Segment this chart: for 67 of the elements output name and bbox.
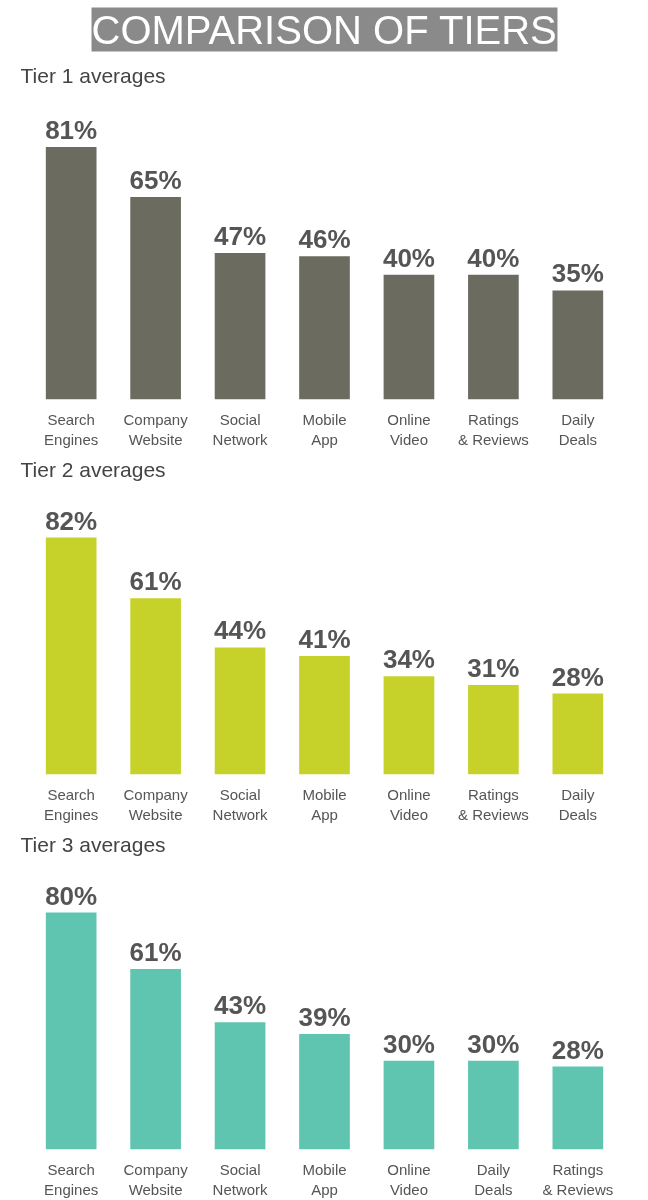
x-tick-label: Mobile App <box>302 410 347 448</box>
data-label: 61% <box>129 566 182 597</box>
bar <box>383 274 435 400</box>
x-tick-label: Mobile App <box>302 785 347 823</box>
data-label: 44% <box>214 615 267 646</box>
x-tick-label: Online Video <box>387 1160 431 1198</box>
bar <box>45 537 97 775</box>
bar <box>214 1022 266 1150</box>
data-label: 40% <box>382 242 435 273</box>
data-label: 41% <box>298 624 351 655</box>
bar <box>468 274 519 400</box>
chart-title: Tier 2 averages <box>20 457 166 481</box>
data-label: 80% <box>45 880 98 911</box>
data-label: 82% <box>45 505 98 536</box>
bar <box>130 598 181 775</box>
bar <box>299 256 350 400</box>
bar <box>130 968 181 1150</box>
bar <box>45 147 97 400</box>
bar <box>130 196 181 400</box>
bar <box>552 290 604 400</box>
data-label: 61% <box>129 936 182 967</box>
x-tick-label: Online Video <box>387 410 431 448</box>
data-label: 30% <box>382 1028 435 1059</box>
x-tick-label: Search Engines <box>44 410 99 448</box>
x-tick-label: Mobile App <box>302 1160 347 1198</box>
chart-title: Tier 3 averages <box>20 832 166 856</box>
chart-subtitle: Tier 1 averages <box>20 63 166 87</box>
bar <box>552 693 604 775</box>
x-tick-label: Social Network <box>212 1160 269 1198</box>
x-tick-label: Search Engines <box>44 1160 99 1198</box>
bar <box>45 912 97 1150</box>
data-label: 35% <box>551 258 604 289</box>
data-label: 39% <box>298 1002 351 1033</box>
data-label: 28% <box>551 1034 604 1065</box>
data-label: 65% <box>129 164 182 195</box>
bar <box>383 1060 435 1150</box>
x-tick-label: Ratings & Reviews <box>457 410 529 448</box>
x-tick-label: Social Network <box>212 785 269 823</box>
bar <box>468 684 519 775</box>
x-tick-label: Online Video <box>387 785 431 823</box>
data-label: 40% <box>467 242 520 273</box>
bar <box>383 676 435 775</box>
x-tick-label: Daily Deals <box>558 410 598 448</box>
chart-title: COMPARISON OF TIERS <box>91 7 557 52</box>
bar <box>299 1034 350 1150</box>
bar <box>299 656 350 775</box>
x-tick-label: Ratings & Reviews <box>457 785 529 823</box>
bar <box>468 1060 519 1150</box>
x-tick-label: Search Engines <box>44 785 99 823</box>
x-tick-label: Ratings & Reviews <box>542 1160 614 1198</box>
x-tick-label: Daily Deals <box>558 785 598 823</box>
x-tick-label: Company Website <box>123 785 189 823</box>
data-label: 81% <box>45 115 98 146</box>
data-label: 34% <box>382 644 435 675</box>
data-label: 30% <box>467 1028 520 1059</box>
bar <box>552 1066 604 1150</box>
x-tick-label: Company Website <box>123 410 189 448</box>
data-label: 43% <box>214 990 267 1021</box>
bar <box>214 253 266 400</box>
x-tick-label: Daily Deals <box>474 1160 513 1198</box>
data-label: 31% <box>467 652 520 683</box>
data-label: 47% <box>214 221 267 252</box>
bar <box>214 647 266 775</box>
data-label: 28% <box>551 661 604 692</box>
data-label: 46% <box>298 224 351 255</box>
x-tick-label: Social Network <box>212 410 269 448</box>
x-tick-label: Company Website <box>123 1160 189 1198</box>
